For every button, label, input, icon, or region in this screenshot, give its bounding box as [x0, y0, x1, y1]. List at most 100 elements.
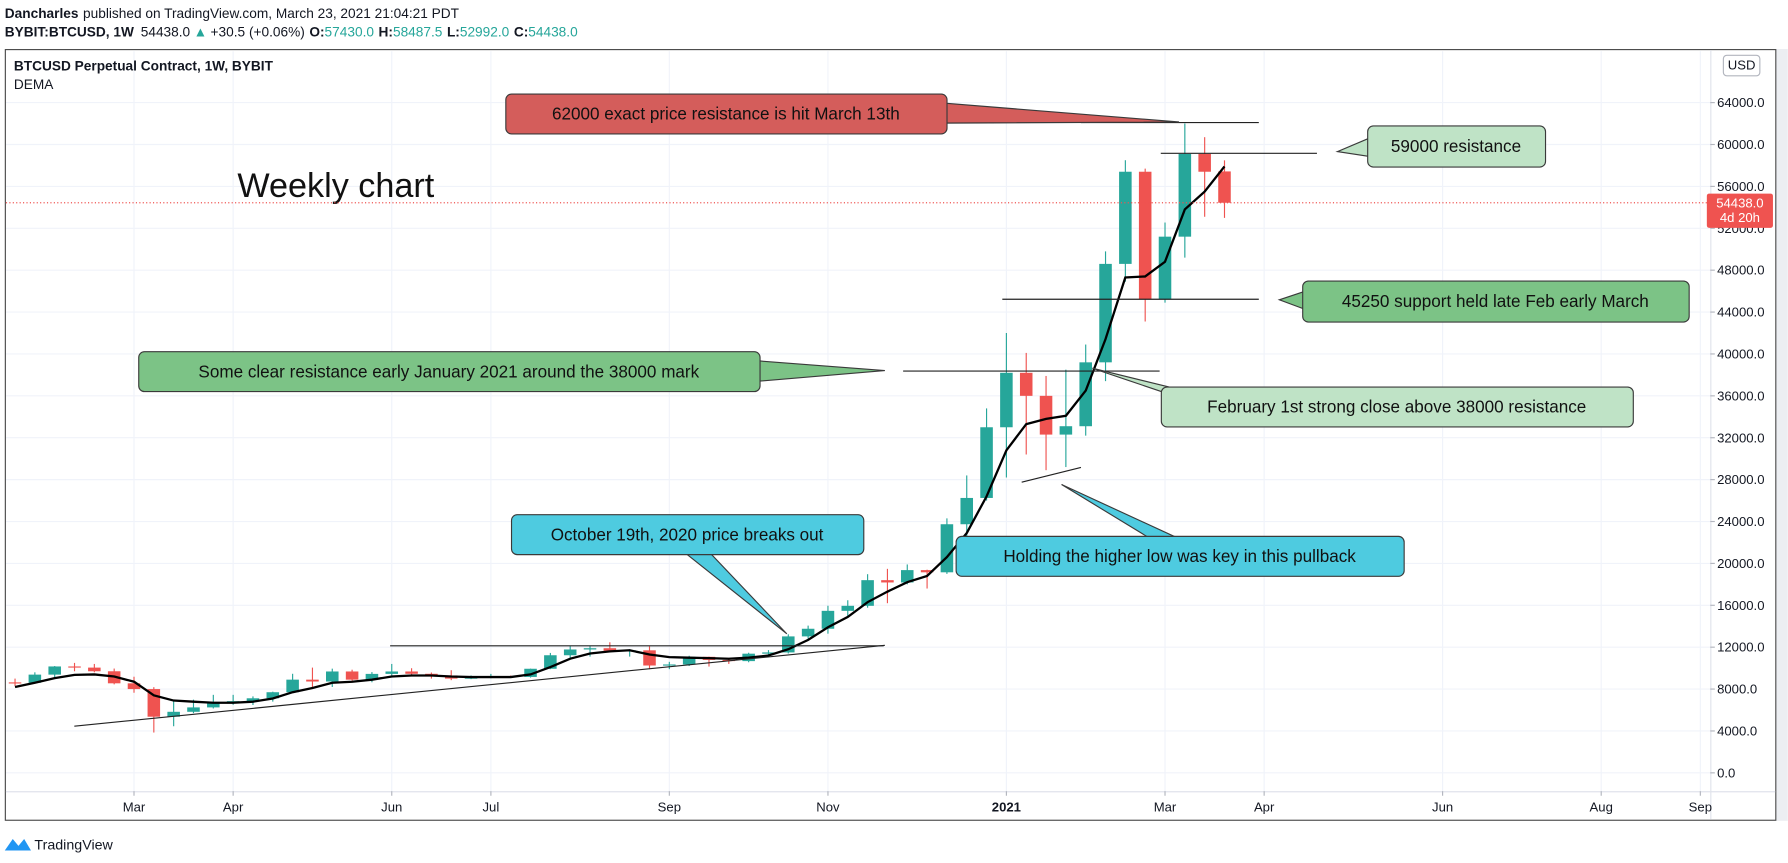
- callout-box: [1160, 386, 1634, 428]
- candle-body: [1119, 171, 1132, 264]
- annotation: 62000 exact price resistance is hit Marc…: [552, 105, 900, 124]
- annotation: February 1st strong close above 38000 re…: [1207, 398, 1586, 417]
- x-tick-label: Jun: [381, 800, 402, 815]
- x-tick-label: Apr: [223, 800, 244, 815]
- x-tick-label: Mar: [123, 800, 146, 815]
- callout-box: [1302, 280, 1690, 323]
- candle-body: [1079, 362, 1092, 427]
- y-tick-label: 4000.0: [1717, 724, 1757, 739]
- x-tick-label: Sep: [658, 800, 681, 815]
- y-tick-label: 44000.0: [1717, 305, 1764, 320]
- x-tick-label: Apr: [1254, 800, 1275, 815]
- candle-body: [1039, 395, 1053, 435]
- ohlc-key: C:: [514, 24, 528, 39]
- published: published on TradingView.com, March 23, …: [83, 6, 460, 21]
- candle-body: [1198, 153, 1211, 172]
- candle-body: [345, 671, 359, 680]
- candle-body: [1218, 171, 1231, 203]
- last-price-label: 54438.0: [1716, 195, 1763, 210]
- annotation: Some clear resistance early January 2021…: [198, 362, 699, 381]
- indicator-name: DEMA: [14, 77, 54, 92]
- candle-body: [583, 648, 597, 650]
- ohlc-value: 52992.0: [460, 24, 510, 39]
- countdown: 4d 20h: [1720, 210, 1760, 225]
- candle-body: [286, 679, 299, 693]
- annotation: October 19th, 2020 price breaks out: [551, 525, 824, 544]
- y-tick-label: 32000.0: [1717, 430, 1764, 445]
- trend-line: [74, 644, 885, 727]
- x-tick-label: 2021: [992, 800, 1021, 815]
- currency-button[interactable]: [1722, 54, 1761, 77]
- candle-body: [1158, 236, 1172, 300]
- chart-label: Weekly chart: [237, 167, 434, 205]
- callout-box: [510, 514, 865, 556]
- ohlc-value: 58487.5: [393, 24, 443, 39]
- price: 54438.0: [141, 24, 191, 39]
- trend-line: [1021, 466, 1082, 483]
- y-tick-label: 60000.0: [1717, 137, 1764, 152]
- callout-box: [1367, 125, 1547, 168]
- drawings: [74, 121, 1317, 727]
- dema-line: [14, 165, 1226, 704]
- candle-body: [385, 671, 399, 674]
- last-price-box: [1706, 193, 1773, 228]
- candle-body: [48, 666, 61, 675]
- callout-box: [955, 535, 1405, 577]
- candle-body: [405, 671, 418, 674]
- candle-body: [1099, 263, 1112, 363]
- y-tick-label: 20000.0: [1717, 556, 1764, 571]
- plot: [5, 123, 1711, 733]
- candle-body: [682, 656, 696, 665]
- y-tick-label: 16000.0: [1717, 598, 1764, 613]
- candle-body: [960, 497, 974, 525]
- y-tick-label: 24000.0: [1717, 514, 1764, 529]
- symbol: BYBIT:BTCUSD, 1W: [5, 24, 134, 39]
- candle-body: [187, 707, 200, 712]
- annotation: Holding the higher low was key in this p…: [1003, 547, 1356, 566]
- chart-title: BTCUSD Perpetual Contract, 1W, BYBIT: [14, 59, 274, 74]
- candle-body: [306, 679, 319, 682]
- author: Dancharles: [5, 6, 79, 21]
- candle-body: [1000, 372, 1013, 428]
- y-tick-label: 56000.0: [1717, 179, 1764, 194]
- chart-frame: [4, 49, 1777, 821]
- x-tick-label: Jun: [1432, 800, 1453, 815]
- x-tick-label: Jul: [483, 800, 500, 815]
- annotation: 59000 resistance: [1391, 137, 1521, 156]
- brand-logo: [4, 839, 31, 851]
- candle-body: [8, 682, 22, 684]
- brand: TradingView: [34, 837, 113, 853]
- candle-body: [980, 427, 993, 498]
- candle-body: [246, 698, 260, 702]
- y-tick-label: 28000.0: [1717, 472, 1764, 487]
- ohlc-key: L:: [447, 24, 460, 39]
- candle-body: [28, 674, 42, 683]
- annotation: 45250 support held late Feb early March: [1342, 292, 1649, 311]
- currency[interactable]: USD: [1728, 58, 1756, 73]
- candle-body: [900, 570, 914, 583]
- candle-body: [326, 671, 339, 682]
- callout-box: [505, 93, 948, 135]
- candle-body: [167, 711, 180, 717]
- y-tick-label: 40000.0: [1717, 347, 1764, 362]
- candle-body: [920, 570, 934, 573]
- candle-body: [821, 610, 835, 629]
- candle-body: [68, 666, 81, 668]
- candle-body: [563, 649, 577, 656]
- side-strip: [1776, 49, 1788, 821]
- header-line: Dancharles published on TradingView.com, …: [5, 6, 460, 21]
- candle-body: [88, 667, 101, 672]
- y-tick-label: 36000.0: [1717, 388, 1764, 403]
- candle-body: [801, 628, 815, 637]
- candle-body: [365, 673, 379, 680]
- candle-body: [1178, 153, 1192, 237]
- candle-body: [1059, 426, 1073, 435]
- change: +30.5 (+0.06%): [211, 24, 305, 39]
- callouts: 62000 exact price resistance is hit Marc…: [138, 93, 1690, 635]
- candle-body: [603, 648, 617, 651]
- x-tick-label: Aug: [1590, 800, 1613, 815]
- x-tick-label: Mar: [1154, 800, 1177, 815]
- y-tick-label: 64000.0: [1717, 95, 1764, 110]
